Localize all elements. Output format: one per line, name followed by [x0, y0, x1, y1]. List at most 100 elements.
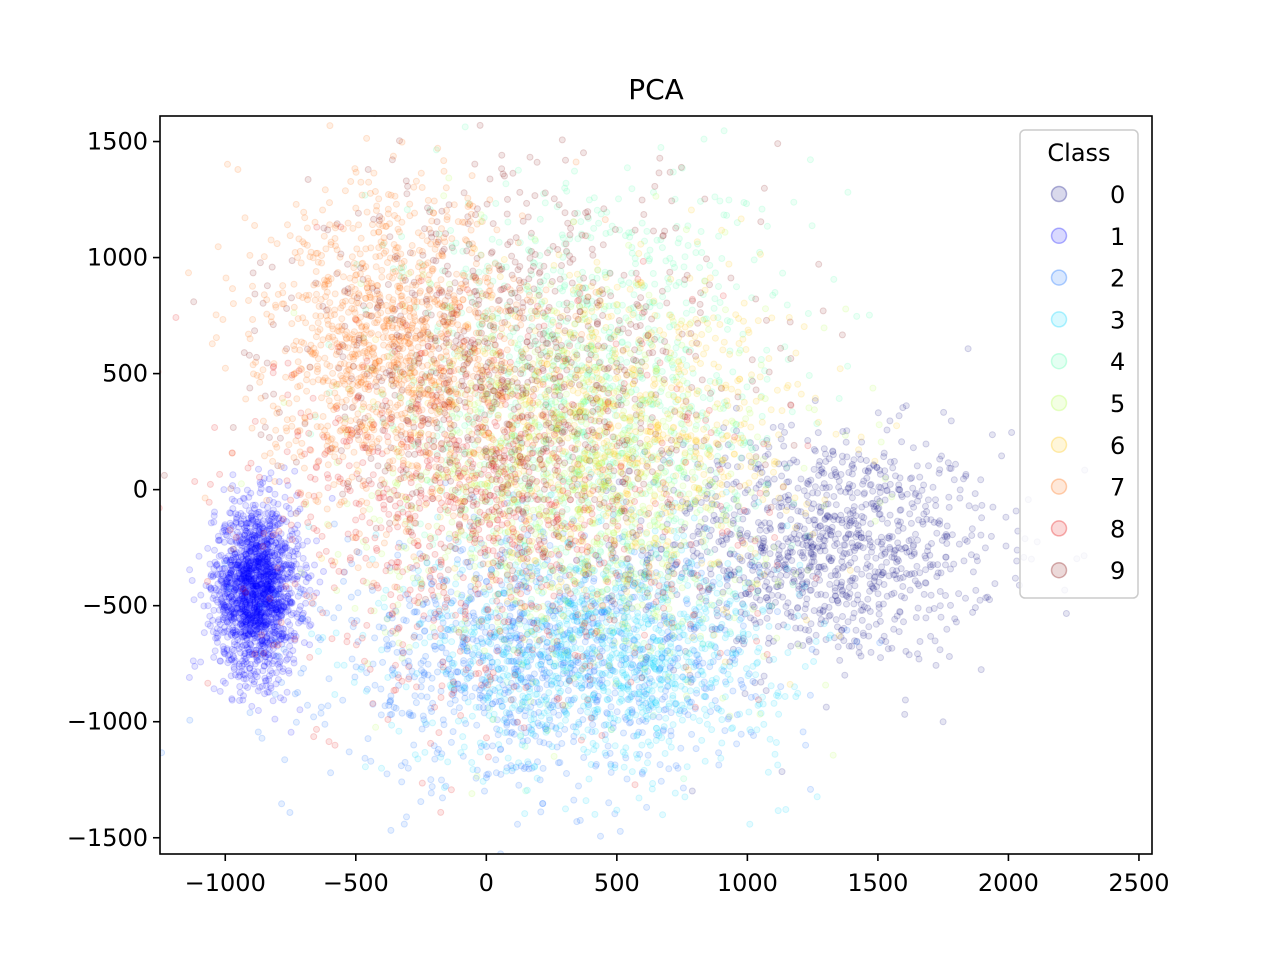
- scatter-point: [876, 470, 884, 478]
- scatter-point: [492, 769, 500, 777]
- scatter-point: [616, 827, 624, 835]
- scatter-point: [667, 709, 675, 717]
- scatter-point: [1008, 429, 1016, 436]
- scatter-point: [543, 638, 551, 646]
- scatter-point: [828, 523, 836, 531]
- scatter-point: [811, 580, 819, 588]
- scatter-point: [340, 577, 347, 585]
- scatter-point: [814, 489, 821, 497]
- scatter-point: [320, 568, 327, 575]
- scatter-point: [378, 764, 385, 772]
- scatter-point: [884, 519, 891, 527]
- scatter-point: [247, 660, 255, 668]
- scatter-point: [580, 754, 588, 761]
- scatter-point: [751, 494, 759, 502]
- scatter-point: [302, 578, 310, 586]
- scatter-point: [387, 692, 395, 700]
- scatter-point: [238, 622, 246, 630]
- scatter-point: [640, 766, 648, 774]
- scatter-point: [854, 522, 862, 530]
- scatter-point: [284, 574, 292, 581]
- scatter-point: [764, 504, 772, 512]
- scatter-point: [228, 606, 236, 614]
- scatter-point: [533, 774, 541, 782]
- scatter-point: [814, 591, 821, 599]
- scatter-point: [973, 553, 980, 561]
- scatter-point: [836, 547, 844, 554]
- scatter-point: [807, 550, 815, 558]
- scatter-point: [585, 775, 593, 783]
- scatter-point: [894, 539, 902, 547]
- scatter-point: [1062, 610, 1070, 617]
- scatter-point: [546, 542, 554, 549]
- scatter-point: [743, 508, 751, 515]
- scatter-point: [251, 621, 259, 629]
- scatter-point: [834, 565, 842, 573]
- scatter-point: [850, 503, 858, 511]
- scatter-point: [308, 630, 316, 638]
- scatter-point: [460, 657, 468, 665]
- scatter-point: [206, 612, 214, 620]
- scatter-point: [232, 510, 240, 518]
- scatter-point: [930, 518, 938, 526]
- scatter-point: [784, 649, 792, 657]
- scatter-point: [400, 616, 408, 624]
- scatter-point: [784, 623, 791, 631]
- scatter-point: [794, 612, 802, 620]
- scatter-point: [717, 537, 725, 545]
- scatter-point: [720, 567, 728, 575]
- scatter-point: [849, 614, 857, 622]
- scatter-point: [269, 660, 276, 668]
- scatter-point: [807, 549, 815, 557]
- scatter-point: [881, 482, 889, 490]
- scatter-point: [255, 465, 262, 473]
- scatter-point: [264, 503, 271, 511]
- scatter-point: [860, 490, 868, 498]
- scatter-point: [236, 697, 243, 704]
- scatter-point: [421, 670, 429, 678]
- scatter-point: [557, 722, 564, 730]
- scatter-point: [283, 688, 291, 696]
- scatter-point: [794, 604, 801, 612]
- scatter-point: [698, 736, 706, 744]
- scatter-point: [570, 796, 578, 804]
- scatter-point: [795, 590, 803, 598]
- scatter-point: [801, 626, 809, 634]
- scatter-point: [908, 474, 916, 482]
- scatter-point: [604, 742, 612, 750]
- scatter-point: [335, 604, 343, 612]
- scatter-point: [213, 634, 221, 642]
- scatter-point: [664, 567, 672, 575]
- scatter-point: [317, 703, 325, 711]
- scatter-point: [210, 606, 218, 614]
- scatter-point: [228, 495, 236, 503]
- scatter-point: [769, 423, 777, 431]
- scatter-point: [839, 590, 847, 598]
- scatter-point: [446, 700, 454, 708]
- scatter-point: [741, 690, 749, 698]
- scatter-point: [987, 532, 995, 540]
- scatter-point: [548, 743, 556, 751]
- scatter-point: [794, 484, 802, 492]
- scatter-point: [899, 573, 907, 581]
- scatter-point: [866, 538, 874, 546]
- scatter-point: [657, 777, 665, 785]
- scatter-point: [618, 697, 626, 705]
- scatter-point: [667, 743, 675, 751]
- scatter-point: [439, 794, 446, 802]
- scatter-point: [897, 518, 904, 526]
- scatter-point: [656, 636, 664, 644]
- scatter-point: [898, 438, 906, 446]
- scatter-point: [855, 649, 863, 657]
- scatter-point: [870, 585, 878, 593]
- scatter-point: [883, 592, 891, 600]
- scatter-point: [562, 716, 569, 724]
- scatter-point: [936, 602, 944, 610]
- scatter-point: [840, 637, 848, 645]
- scatter-point: [864, 467, 872, 475]
- scatter-point: [270, 499, 278, 506]
- scatter-point: [460, 743, 468, 751]
- scatter-point: [511, 701, 519, 709]
- scatter-point: [367, 757, 375, 765]
- scatter-point: [527, 709, 535, 717]
